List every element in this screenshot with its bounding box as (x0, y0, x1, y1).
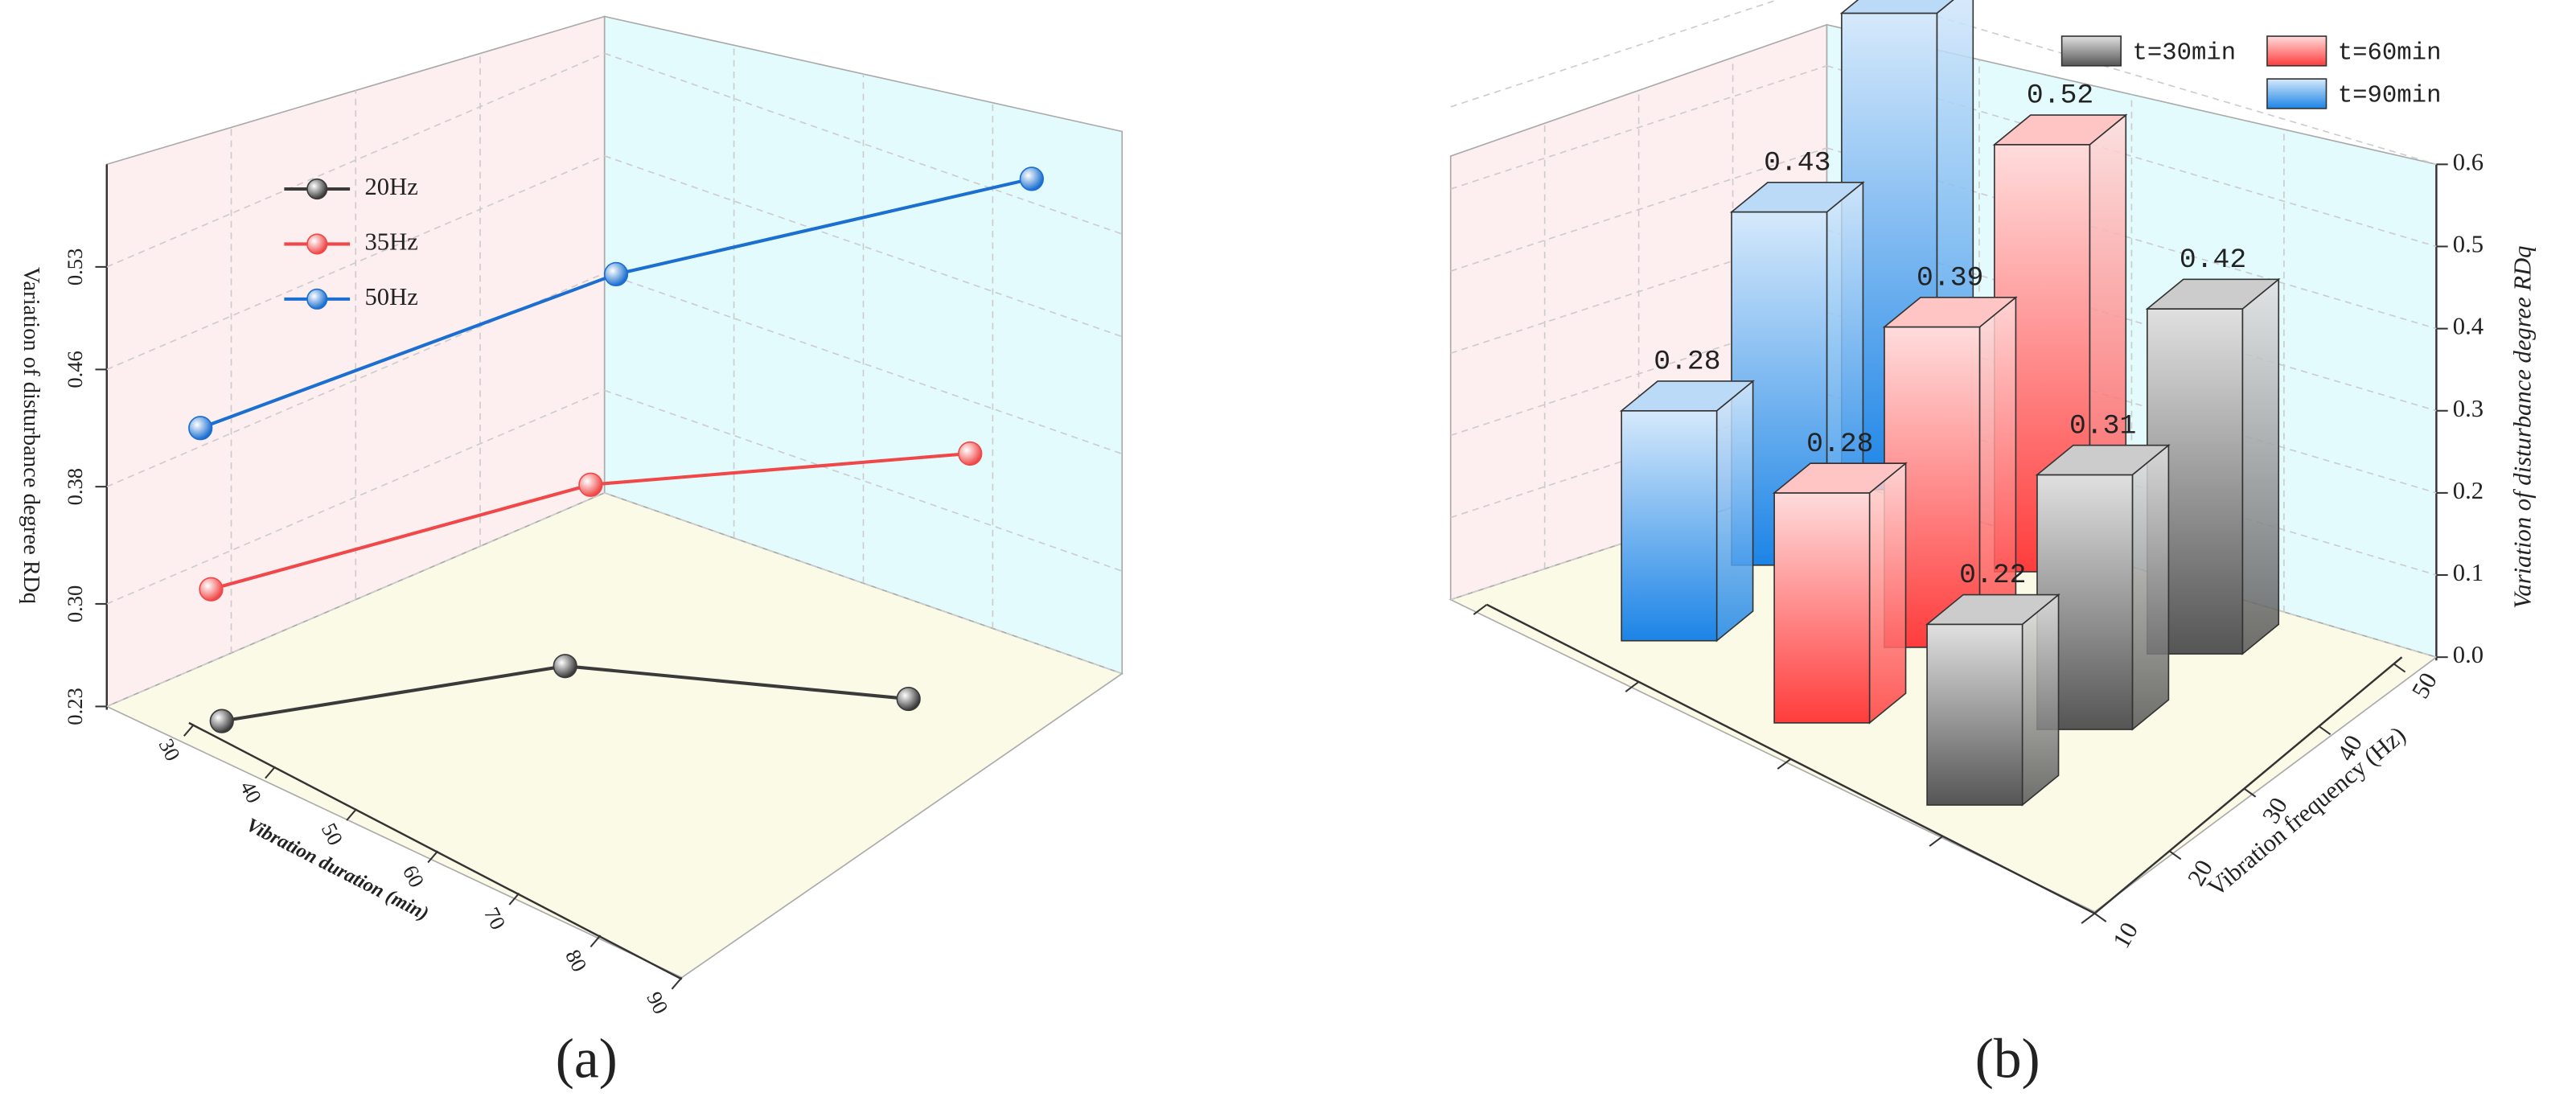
x-tick (183, 724, 195, 737)
time-tick (1929, 836, 1944, 847)
legend-marker (306, 233, 328, 255)
x-tick (671, 976, 683, 990)
value-label: 0.31 (2069, 410, 2136, 442)
grid-line (1450, 229, 1827, 355)
y-tick-label: 0.6 (2453, 148, 2484, 175)
y-tick-label: 0.23 (63, 688, 87, 725)
y-tick-label: 0.0 (2453, 641, 2484, 668)
bar-side (1868, 462, 1907, 725)
x-tick (427, 850, 439, 864)
y-tick-label: 0.53 (63, 248, 87, 285)
grid-line (106, 155, 606, 371)
y-tick-label: 0.2 (2453, 477, 2484, 504)
legend-swatch (2060, 35, 2122, 67)
bar-side (2021, 593, 2060, 807)
point (1019, 166, 1044, 191)
bar-side (2241, 277, 2280, 655)
bar-top (1619, 380, 1755, 412)
legend-label: 50Hz (364, 283, 417, 310)
x-tick (2243, 787, 2257, 798)
bar-top (1729, 182, 1865, 213)
bar-top (1925, 594, 2060, 626)
grid-line (1450, 147, 1827, 272)
value-label: 0.43 (1764, 147, 1830, 179)
point (188, 416, 213, 441)
point (199, 577, 224, 602)
grid-line (106, 492, 606, 708)
legend-label: 20Hz (364, 173, 417, 200)
bar-top (2035, 444, 2171, 476)
x-tick (508, 892, 520, 906)
point (896, 686, 921, 712)
y-axis-title: Variation of disturbance degree RDq (2509, 246, 2537, 609)
grid-line (1450, 0, 1780, 108)
y-tick-label: 0.46 (63, 351, 87, 388)
bar-top (2145, 278, 2281, 310)
point (553, 654, 577, 679)
grid-line (106, 52, 606, 268)
bar-top (1839, 0, 1954, 14)
y-tick-label: 0.30 (63, 585, 87, 622)
grid-line (1450, 311, 1827, 437)
bar-top (1992, 114, 2128, 146)
bar-top (1882, 296, 2018, 328)
x-tick-label: 60 (398, 861, 429, 891)
x-tick (265, 766, 276, 779)
legend-label: 35Hz (364, 228, 417, 255)
y-tick-label: 0.3 (2453, 395, 2484, 422)
bar-side (2131, 443, 2170, 731)
y-tick-label: 0.38 (63, 468, 87, 505)
legend-label: t=90min (2338, 82, 2442, 110)
bar (1926, 623, 2023, 806)
legend-marker (306, 288, 328, 310)
legend-swatch (2266, 78, 2327, 109)
x-tick-label: 90 (642, 988, 673, 1017)
bar-side (1715, 380, 1754, 643)
x-tick-label: 10 (2107, 918, 2143, 953)
x-tick (2318, 725, 2332, 736)
point (578, 472, 603, 497)
value-label: 0.39 (1917, 262, 1983, 294)
time-tick (1625, 680, 1640, 692)
y-tick-label: 0.4 (2453, 313, 2484, 340)
y-axis-title: Variation of disturbance degree RDq (18, 267, 43, 604)
value-label: 0.28 (1806, 429, 1873, 460)
x-tick (2168, 850, 2182, 861)
bar (1773, 492, 1871, 724)
point (603, 261, 629, 287)
legend-swatch (2266, 35, 2327, 67)
x-tick (346, 808, 358, 821)
value-label: 0.42 (2180, 244, 2246, 276)
time-tick (1473, 603, 1488, 615)
time-tick (2081, 913, 2096, 924)
x-tick-label: 70 (479, 903, 511, 933)
x-tick-label: 80 (561, 946, 592, 976)
panel-label: (a) (556, 1029, 618, 1091)
time-tick (1777, 758, 1792, 770)
x-tick (590, 934, 602, 948)
x-axis (2093, 656, 2403, 914)
x-tick (2093, 913, 2107, 922)
point (958, 441, 983, 466)
value-label: 0.22 (1959, 560, 2026, 591)
x-tick-label: 50 (317, 819, 348, 849)
legend-marker (306, 178, 328, 200)
y-tick-label: 0.5 (2453, 231, 2484, 258)
grid-line (1450, 65, 1827, 190)
panel-label: (b) (1975, 1029, 2040, 1091)
point (209, 709, 234, 733)
legend-label: t=60min (2338, 39, 2442, 68)
x-tick-label: 40 (236, 777, 267, 807)
bar (1621, 409, 1718, 642)
value-label: 0.28 (1654, 347, 1720, 378)
grid-line (106, 389, 606, 605)
bar-top (1772, 462, 1908, 494)
legend-label: t=30min (2132, 39, 2236, 68)
y-tick-label: 0.1 (2453, 559, 2484, 586)
value-label: 0.52 (2027, 80, 2093, 112)
x-tick (2393, 663, 2406, 673)
